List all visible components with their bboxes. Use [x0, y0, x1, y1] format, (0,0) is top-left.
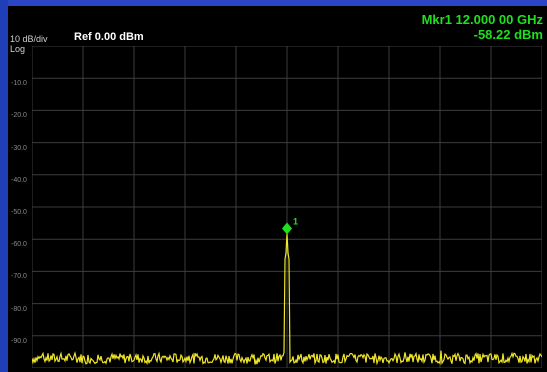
- y-tick-label: -10.0: [11, 80, 27, 88]
- window-left-edge: [0, 0, 8, 372]
- y-tick-label: -90.0: [11, 337, 27, 345]
- y-tick-label: -70.0: [11, 273, 27, 281]
- y-tick-label: -30.0: [11, 144, 27, 152]
- reference-level[interactable]: Ref 0.00 dBm: [74, 31, 144, 43]
- y-tick-label: -40.0: [11, 176, 27, 184]
- window-top-edge: [8, 0, 547, 6]
- marker-number-label: 1: [293, 216, 298, 226]
- marker-1[interactable]: 1: [282, 216, 298, 235]
- spectrum-plot[interactable]: 1: [32, 46, 542, 368]
- marker-frequency-readout: Mkr1 12.000 00 GHz: [421, 12, 543, 27]
- marker-amplitude-readout: -58.22 dBm: [473, 27, 543, 42]
- y-tick-label: -50.0: [11, 209, 27, 216]
- y-tick-label: -60.0: [11, 241, 27, 249]
- plot-grid: [32, 46, 542, 368]
- y-tick-label: -20.0: [11, 112, 27, 120]
- marker-diamond-icon[interactable]: [282, 222, 292, 235]
- y-tick-label: -80.0: [11, 305, 27, 313]
- scale-type: Log: [10, 44, 26, 54]
- scale-per-division: 10 dB/div: [10, 34, 48, 44]
